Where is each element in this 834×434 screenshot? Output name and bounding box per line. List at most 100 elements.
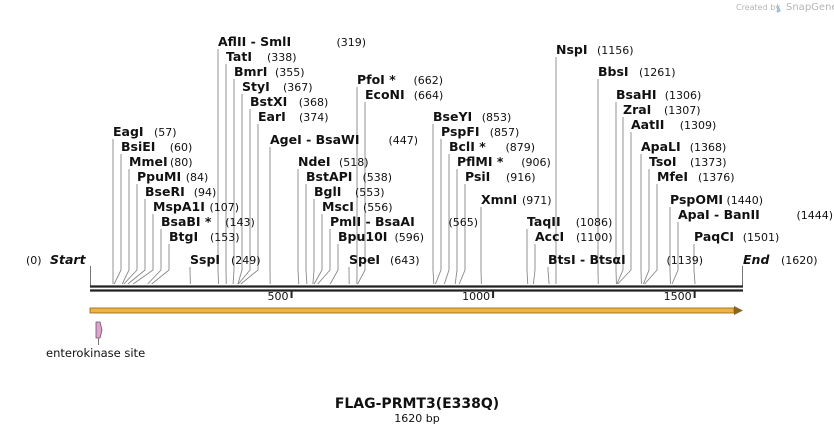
site-leader: [547, 267, 550, 285]
cut-position: (1086): [576, 216, 613, 229]
cut-position: (1444): [797, 209, 834, 222]
cut-position: (1156): [597, 44, 634, 57]
enzyme-name: BsiEI: [121, 139, 155, 154]
cut-position: (643): [390, 254, 420, 267]
ruler-tick-label: 1500: [664, 290, 692, 303]
enzyme-name: BtgI: [169, 229, 198, 244]
cut-position: (447): [389, 134, 419, 147]
site-leader: [617, 132, 632, 285]
enzyme-name: XmnI: [481, 192, 517, 207]
enzyme-name: BsaBI *: [161, 214, 212, 229]
site-leader: [305, 184, 308, 285]
enterokinase-site-feature: [95, 321, 103, 345]
start-label: Start: [50, 252, 87, 267]
end-position: (1620): [781, 254, 818, 267]
cut-position: (1261): [639, 66, 676, 79]
site-leader: [312, 199, 315, 285]
site-leader: [151, 244, 170, 285]
enzyme-name: BseRI: [145, 184, 185, 199]
site-leader: [432, 124, 435, 285]
cut-position: (664): [414, 89, 444, 102]
site-leader: [147, 229, 162, 285]
cut-position: (80): [170, 156, 193, 169]
construct-title: FLAG-PRMT3(E338Q): [335, 396, 499, 412]
brand-text: SnapGene: [786, 2, 834, 13]
enzyme-name: ApaI - BanII: [678, 207, 760, 222]
site-leader: [317, 229, 331, 285]
enzyme-name: MspA1I: [153, 199, 205, 214]
site-leader: [313, 214, 323, 285]
enzyme-name: NspI: [556, 42, 588, 57]
cut-position: (662): [414, 74, 444, 87]
cut-position: (1309): [680, 119, 717, 132]
enzyme-name: AccI: [535, 229, 564, 244]
ruler-tick-label: 1000: [462, 290, 490, 303]
site-labels: EagI (57)BsiEI (60)MmeI (80)PpuMI (84)BseRI (…: [113, 34, 833, 267]
site-leader: [644, 184, 658, 285]
enzyme-name: AatII: [631, 117, 664, 132]
enzyme-name: SspI: [190, 252, 220, 267]
cut-position: (1440): [727, 194, 764, 207]
ruler-ticks: 500 1000 1500: [268, 290, 696, 303]
construct-length: 1620 bp: [394, 412, 439, 425]
enzyme-name: NdeI: [298, 154, 331, 169]
enzyme-name: BstAPI: [306, 169, 352, 184]
site-leader: [693, 244, 696, 285]
cut-position: (1307): [664, 104, 701, 117]
cut-position: (143): [225, 216, 255, 229]
site-leader: [127, 199, 146, 285]
site-leader: [643, 169, 650, 285]
site-leader: [357, 102, 366, 285]
enzyme-name: BbsI: [598, 64, 629, 79]
cut-position: (1373): [690, 156, 727, 169]
enzyme-name: MfeI: [657, 169, 688, 184]
enzyme-name: StyI: [242, 79, 270, 94]
enzyme-name: EcoNI: [365, 87, 405, 102]
cut-position: (1306): [665, 89, 702, 102]
site-leader: [435, 139, 442, 285]
enterokinase-site-label: enterokinase site: [46, 346, 145, 360]
cut-position: (857): [490, 126, 520, 139]
cut-position: (368): [299, 96, 329, 109]
enzyme-name: EagI: [113, 124, 144, 139]
cut-position: (596): [395, 231, 425, 244]
site-leader: [526, 229, 529, 285]
enzyme-name: BstXI: [250, 94, 287, 109]
cut-position: (338): [267, 51, 297, 64]
cut-position: (1139): [667, 254, 704, 267]
cut-position: (374): [299, 111, 329, 124]
site-leader: [123, 184, 138, 285]
cut-position: (319): [337, 36, 367, 49]
cut-position: (84): [186, 171, 209, 184]
ruler-tick-label: 500: [268, 290, 289, 303]
cut-position: (879): [506, 141, 536, 154]
enzyme-name: TatI: [226, 49, 252, 64]
enzyme-name: BseYI: [433, 109, 472, 124]
enzyme-name: BsaHI: [616, 87, 657, 102]
enzyme-name: TaqII: [527, 214, 561, 229]
cut-position: (107): [210, 201, 240, 214]
end-label: End: [743, 252, 770, 267]
enzyme-name: AflII - SmlI: [218, 34, 291, 49]
site-leader: [616, 117, 624, 285]
credit-text: Created by: [736, 3, 780, 12]
enzyme-name: PmlI - BsaAI: [330, 214, 415, 229]
cut-position: (565): [449, 216, 479, 229]
cut-position: (538): [363, 171, 393, 184]
enzyme-name: BclI *: [449, 139, 486, 154]
site-leader: [232, 79, 235, 285]
cut-position: (556): [363, 201, 393, 214]
site-leader: [443, 154, 450, 285]
enzyme-name: BtsI - BtsαI: [548, 252, 626, 267]
cut-position: (1376): [698, 171, 735, 184]
enzyme-name: MscI: [322, 199, 354, 214]
cut-position: (1501): [743, 231, 780, 244]
cut-position: (553): [355, 186, 385, 199]
cut-position: (355): [275, 66, 305, 79]
enzyme-name: PsiI: [465, 169, 490, 184]
enzyme-name: PfoI *: [357, 72, 396, 87]
site-leader: [240, 124, 259, 285]
enzyme-name: PaqCI: [694, 229, 734, 244]
orf-arrow: [89, 306, 743, 315]
